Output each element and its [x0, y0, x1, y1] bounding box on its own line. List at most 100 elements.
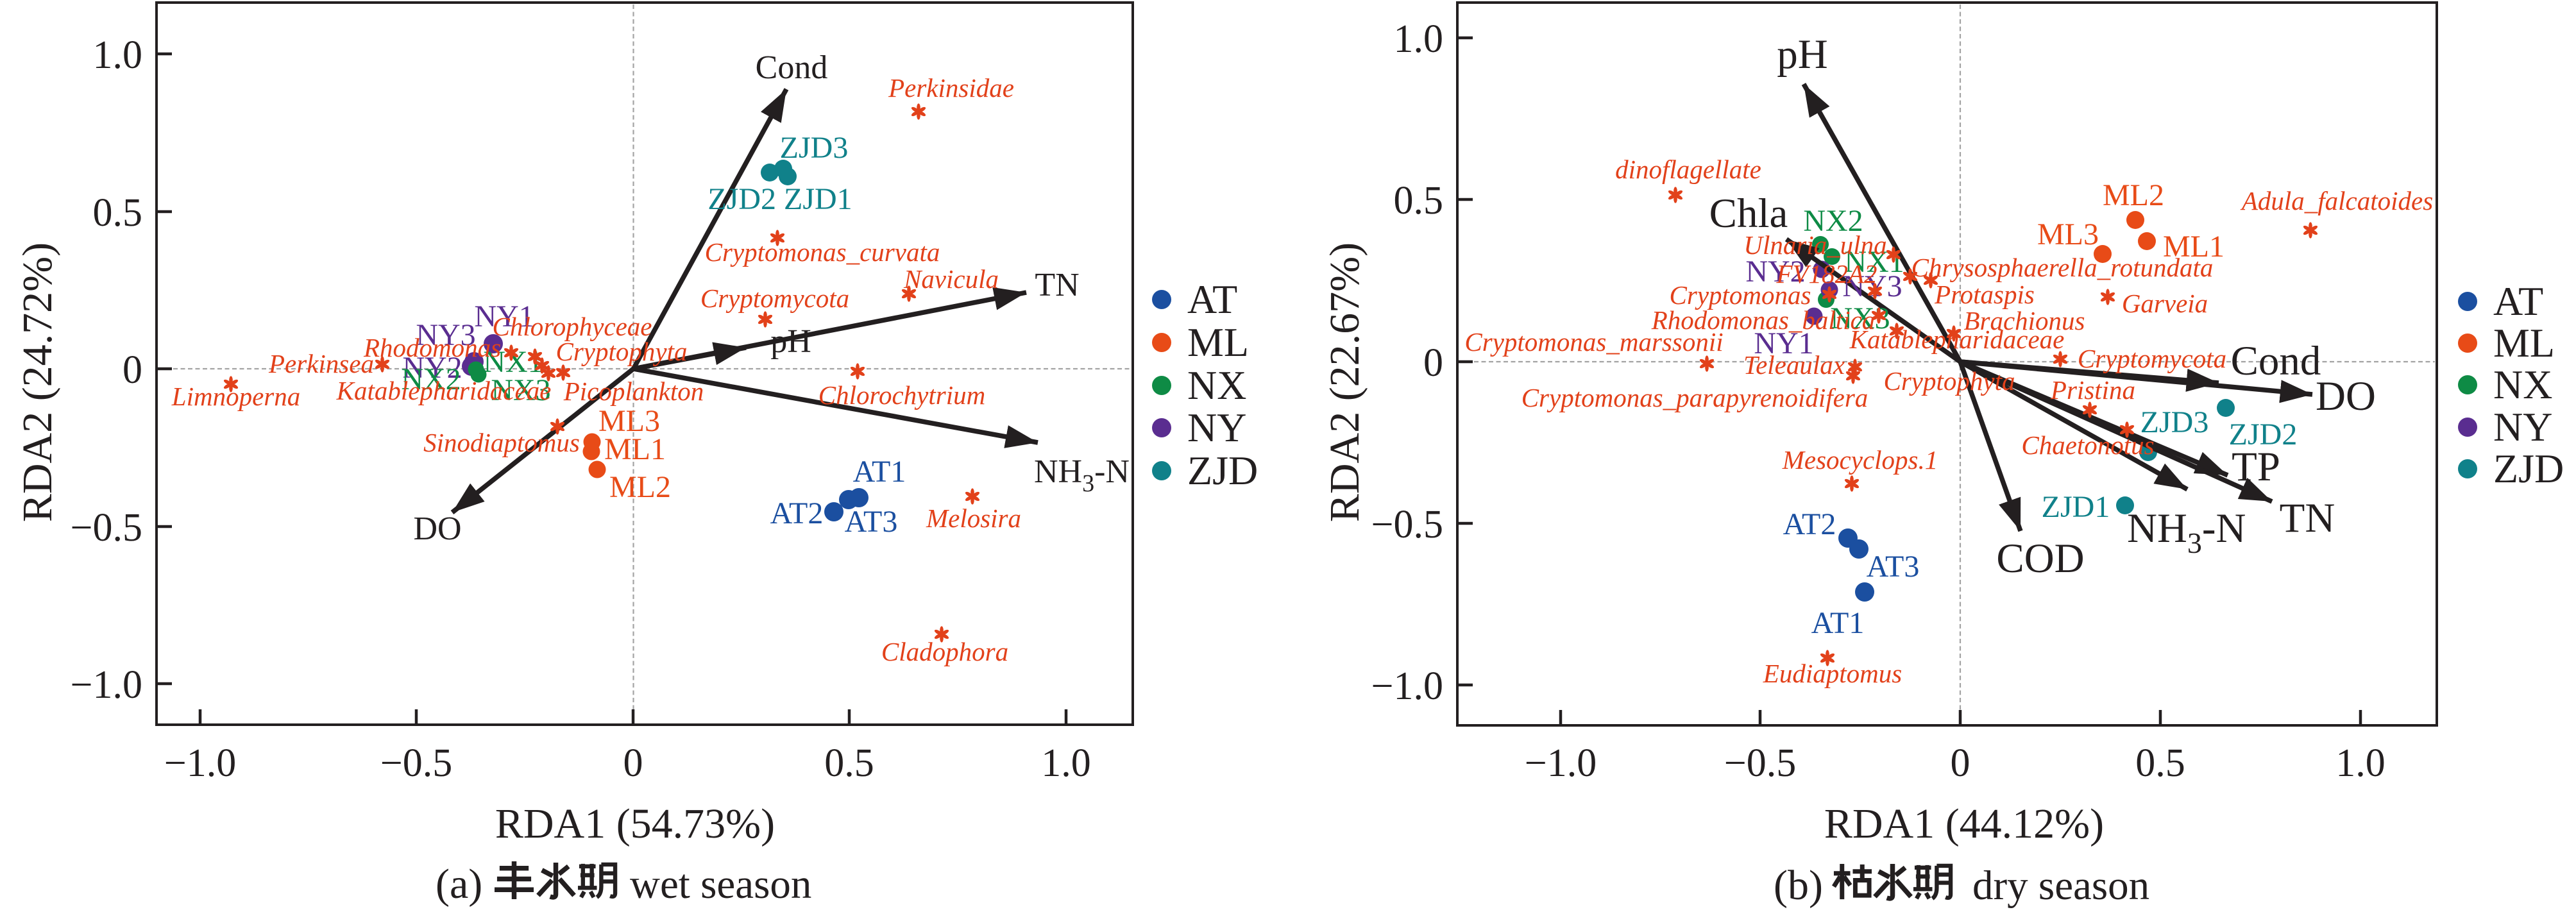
- svg-text:Chlorochytrium: Chlorochytrium: [818, 380, 985, 410]
- svg-text:Melosira: Melosira: [926, 503, 1021, 533]
- svg-text:Mesocyclops.1: Mesocyclops.1: [1782, 445, 1938, 475]
- svg-text:Teleaulax: Teleaulax: [1743, 350, 1845, 380]
- svg-text:0: 0: [1423, 341, 1443, 385]
- svg-text:RDA2 (22.67%): RDA2 (22.67%): [1321, 242, 1368, 522]
- svg-text:ML1: ML1: [2163, 230, 2224, 264]
- svg-text:Chrysosphaerella_rotundata: Chrysosphaerella_rotundata: [1911, 253, 2214, 282]
- svg-text:0: 0: [123, 348, 142, 392]
- svg-text:NY2: NY2: [1745, 255, 1805, 289]
- svg-text:Cond: Cond: [2231, 338, 2321, 384]
- svg-text:0.5: 0.5: [2135, 741, 2185, 785]
- svg-text:AT2: AT2: [770, 496, 824, 530]
- svg-text:−0.5: −0.5: [71, 506, 142, 550]
- svg-text:ML3: ML3: [2037, 217, 2099, 251]
- svg-text:Katablepharidaceae: Katablepharidaceae: [336, 376, 552, 405]
- svg-text:−1.0: −1.0: [164, 741, 236, 785]
- svg-text:pH: pH: [1777, 31, 1827, 78]
- svg-text:NY1: NY1: [1754, 326, 1813, 360]
- svg-text:Rhodomonas: Rhodomonas: [363, 333, 501, 362]
- svg-text:AT1: AT1: [853, 455, 906, 489]
- svg-text:AT: AT: [2493, 278, 2543, 324]
- svg-text:NH3-N: NH3-N: [1034, 453, 1130, 497]
- svg-text:−0.5: −0.5: [1371, 503, 1443, 546]
- svg-text:Cryptophyta: Cryptophyta: [556, 337, 688, 366]
- svg-text:NX: NX: [1187, 362, 1246, 408]
- svg-text:Garveia: Garveia: [2122, 289, 2208, 318]
- svg-text:Eudiaptomus: Eudiaptomus: [1763, 659, 1902, 688]
- svg-text:ML: ML: [1187, 319, 1249, 365]
- svg-text:NH3-N: NH3-N: [2127, 505, 2246, 559]
- svg-text:dinoflagellate: dinoflagellate: [1615, 155, 1761, 184]
- svg-text:AT1: AT1: [1811, 606, 1865, 640]
- svg-text:ZJD2: ZJD2: [2229, 418, 2298, 452]
- svg-text:AT3: AT3: [1867, 550, 1920, 584]
- svg-text:RDA1 (54.73%): RDA1 (54.73%): [495, 800, 775, 847]
- svg-text:NY: NY: [1187, 405, 1246, 450]
- svg-text:NX2: NX2: [1803, 204, 1863, 238]
- svg-text:ML2: ML2: [2103, 178, 2164, 212]
- svg-text:Cryptomonas_marssonii: Cryptomonas_marssonii: [1464, 327, 1723, 357]
- svg-text:wet season: wet season: [630, 861, 811, 908]
- svg-text:ZJD1: ZJD1: [2042, 490, 2110, 524]
- svg-text:0: 0: [1951, 741, 1970, 785]
- svg-text:−0.5: −0.5: [380, 741, 452, 785]
- svg-text:Chla: Chla: [1709, 190, 1788, 237]
- svg-text:Perkinsea: Perkinsea: [268, 349, 374, 378]
- svg-text:0.5: 0.5: [93, 191, 143, 235]
- svg-text:Brachionus: Brachionus: [1963, 306, 2085, 335]
- svg-text:Rhodomonas_baltica: Rhodomonas_baltica: [1651, 305, 1875, 335]
- svg-text:NX3: NX3: [491, 373, 550, 407]
- svg-text:Cryptomycota: Cryptomycota: [2078, 344, 2226, 373]
- svg-text:ML: ML: [2493, 320, 2555, 366]
- svg-text:FV182A2: FV182A2: [1775, 259, 1877, 289]
- svg-text:(b): (b): [1774, 862, 1823, 909]
- svg-text:Cond: Cond: [756, 49, 828, 86]
- svg-text:NY1: NY1: [474, 300, 534, 334]
- svg-text:−0.5: −0.5: [1724, 741, 1796, 785]
- svg-text:Picoplankton: Picoplankton: [563, 376, 704, 406]
- svg-text:dry season: dry season: [1972, 863, 2149, 909]
- svg-text:Pristina: Pristina: [2050, 375, 2135, 405]
- svg-text:(a): (a): [436, 861, 482, 908]
- svg-text:Adula_falcatoides: Adula_falcatoides: [2240, 186, 2433, 215]
- svg-text:Cryptomonas_curvata: Cryptomonas_curvata: [705, 237, 940, 267]
- svg-text:pH: pH: [770, 323, 811, 360]
- svg-text:Perkinsidae: Perkinsidae: [888, 73, 1014, 103]
- svg-text:RDA1 (44.12%): RDA1 (44.12%): [1824, 800, 2104, 847]
- svg-text:TN: TN: [2280, 495, 2335, 541]
- svg-text:AT2: AT2: [1783, 507, 1836, 541]
- svg-text:Cladophora: Cladophora: [881, 637, 1008, 666]
- svg-text:Navicula: Navicula: [903, 264, 999, 294]
- svg-text:1.0: 1.0: [1041, 741, 1091, 785]
- svg-text:1.0: 1.0: [1394, 17, 1444, 61]
- svg-text:0.5: 0.5: [824, 741, 874, 785]
- svg-text:Katablepharidaceae: Katablepharidaceae: [1849, 325, 2065, 354]
- svg-text:Cryptomonas_parapyrenoidifera: Cryptomonas_parapyrenoidifera: [1521, 383, 1868, 412]
- svg-text:Protaspis: Protaspis: [1934, 280, 2035, 309]
- svg-text:NY: NY: [2493, 404, 2552, 450]
- svg-text:ZJD: ZJD: [2493, 446, 2564, 491]
- svg-text:TN: TN: [1035, 267, 1079, 303]
- svg-text:NY2: NY2: [402, 351, 462, 385]
- svg-text:AT3: AT3: [845, 505, 898, 539]
- svg-text:ML3: ML3: [598, 404, 660, 438]
- svg-text:Ulnaria_ulna: Ulnaria_ulna: [1743, 230, 1886, 260]
- svg-text:−1.0: −1.0: [1371, 664, 1443, 708]
- svg-text:ZJD2 ZJD1: ZJD2 ZJD1: [708, 182, 852, 216]
- svg-text:−1.0: −1.0: [1525, 741, 1597, 785]
- svg-text:Cryptomonas: Cryptomonas: [1670, 280, 1811, 310]
- svg-text:RDA2 (24.72%): RDA2 (24.72%): [14, 242, 61, 522]
- svg-text:1.0: 1.0: [2335, 741, 2385, 785]
- svg-text:ZJD3: ZJD3: [2140, 405, 2209, 439]
- svg-text:DO: DO: [413, 511, 461, 547]
- svg-text:NX2: NX2: [401, 362, 461, 396]
- svg-text:NY3: NY3: [416, 318, 475, 352]
- svg-text:Chlorophyceae: Chlorophyceae: [493, 312, 652, 341]
- svg-text:ML2: ML2: [609, 470, 671, 504]
- svg-text:AT: AT: [1187, 276, 1237, 322]
- svg-text:TP: TP: [2232, 444, 2280, 490]
- svg-text:ML1: ML1: [604, 432, 666, 466]
- svg-text:NX: NX: [2493, 362, 2552, 407]
- svg-text:Cryptophyta: Cryptophyta: [1884, 366, 2015, 396]
- svg-text:−1.0: −1.0: [71, 663, 142, 707]
